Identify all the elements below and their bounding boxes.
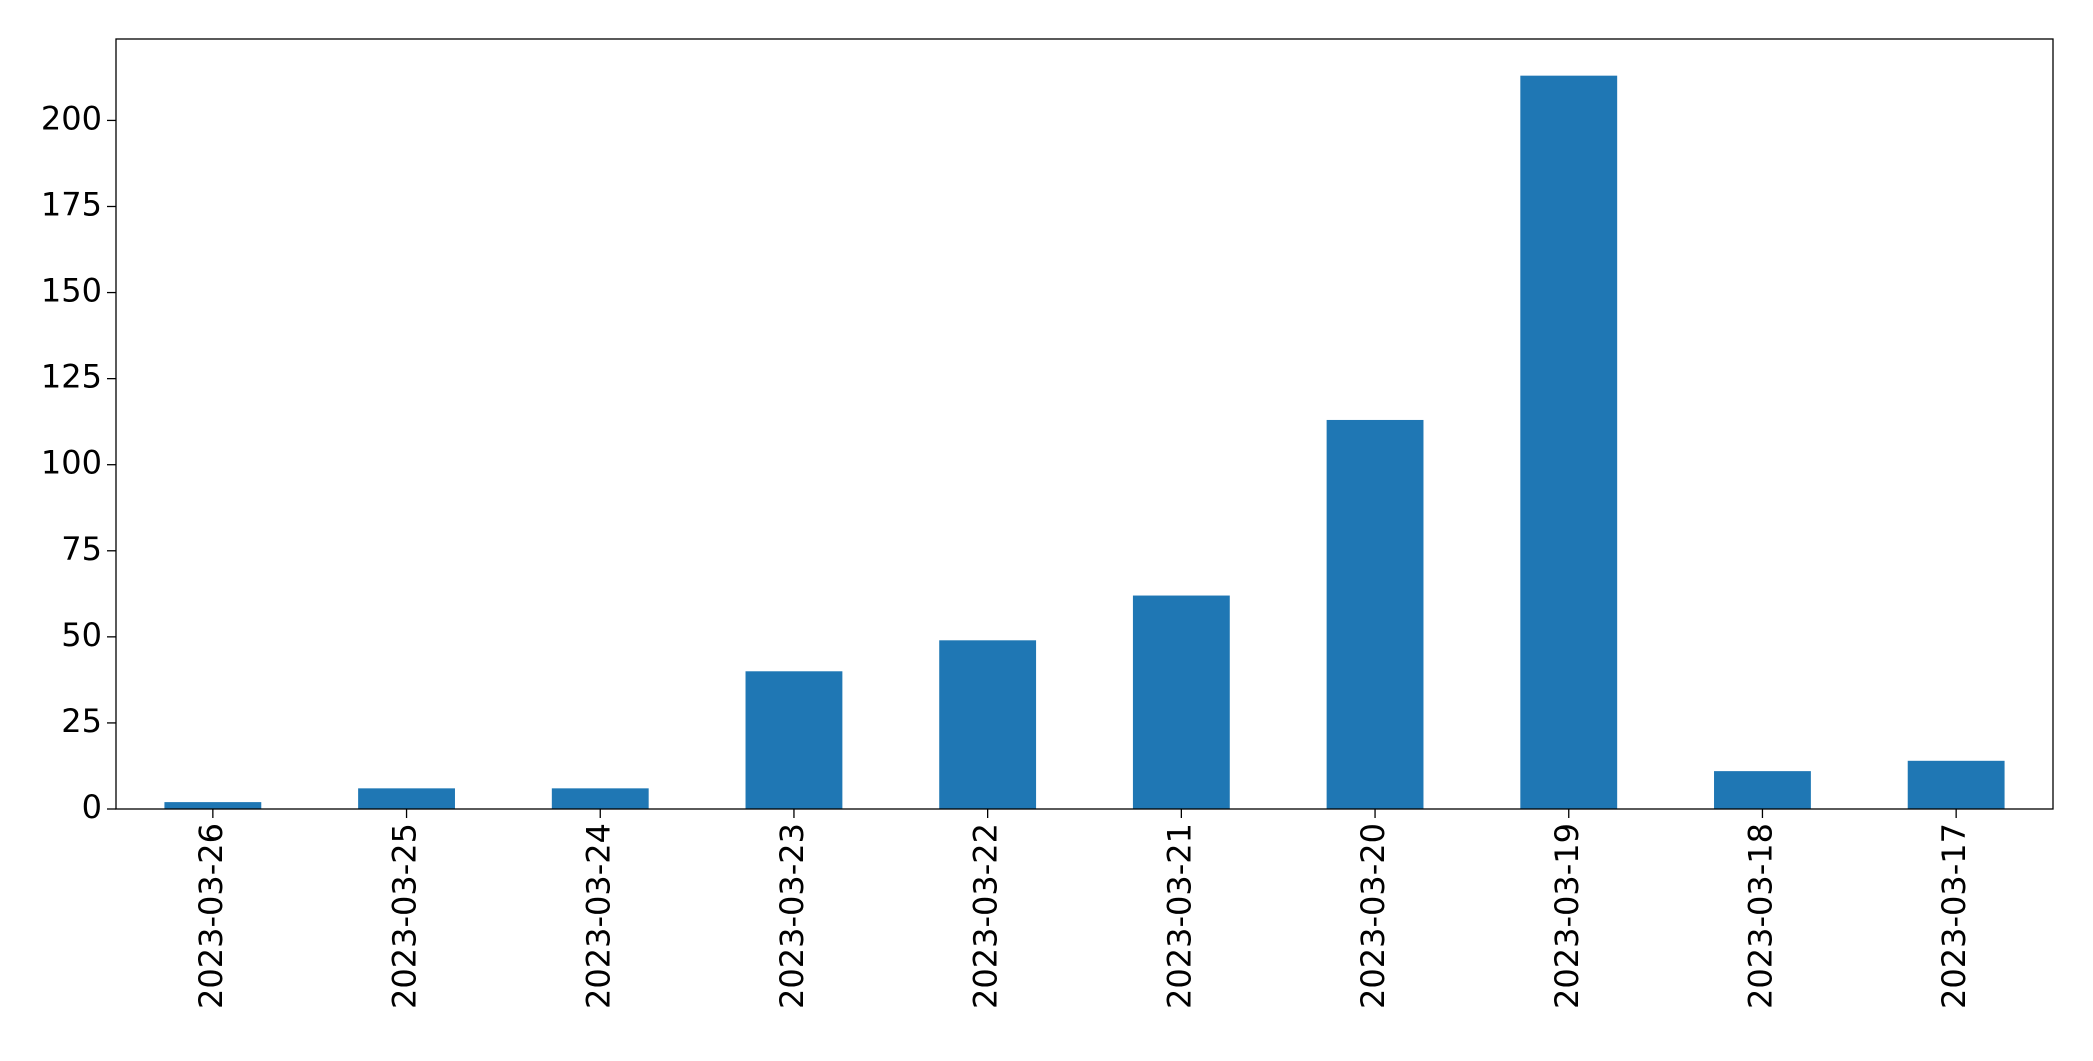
x-tick-label: 2023-03-18: [1741, 823, 1779, 1009]
y-tick-label: 25: [61, 702, 102, 740]
bar: [358, 788, 455, 809]
x-tick-label: 2023-03-23: [773, 823, 811, 1009]
bar: [1907, 760, 2005, 809]
x-tick-label: 2023-03-25: [386, 823, 424, 1009]
plot-frame: [115, 38, 2054, 810]
y-tick-label: 125: [41, 358, 102, 396]
y-tick-label: 200: [41, 99, 102, 137]
y-tick-label: 50: [61, 616, 102, 654]
bar: [1520, 75, 1618, 809]
y-tick-label: 75: [61, 530, 102, 568]
bar: [745, 671, 843, 809]
bar: [1714, 771, 1811, 809]
bar: [551, 788, 649, 809]
x-tick-label: 2023-03-22: [967, 823, 1005, 1009]
bar: [164, 802, 262, 809]
x-tick-label: 2023-03-26: [192, 823, 230, 1009]
y-tick-label: 0: [82, 788, 102, 826]
y-tick-label: 100: [41, 444, 102, 482]
x-tick-label: 2023-03-21: [1160, 823, 1198, 1009]
x-tick-label: 2023-03-24: [579, 823, 617, 1009]
bar: [1132, 595, 1230, 809]
x-tick-label: 2023-03-20: [1354, 823, 1392, 1009]
y-tick-label: 150: [41, 272, 102, 310]
x-tick-label: 2023-03-17: [1935, 823, 1973, 1009]
bar: [939, 640, 1037, 809]
x-tick-label: 2023-03-19: [1548, 823, 1586, 1009]
y-tick-label: 175: [41, 185, 102, 223]
bar: [1326, 419, 1424, 809]
